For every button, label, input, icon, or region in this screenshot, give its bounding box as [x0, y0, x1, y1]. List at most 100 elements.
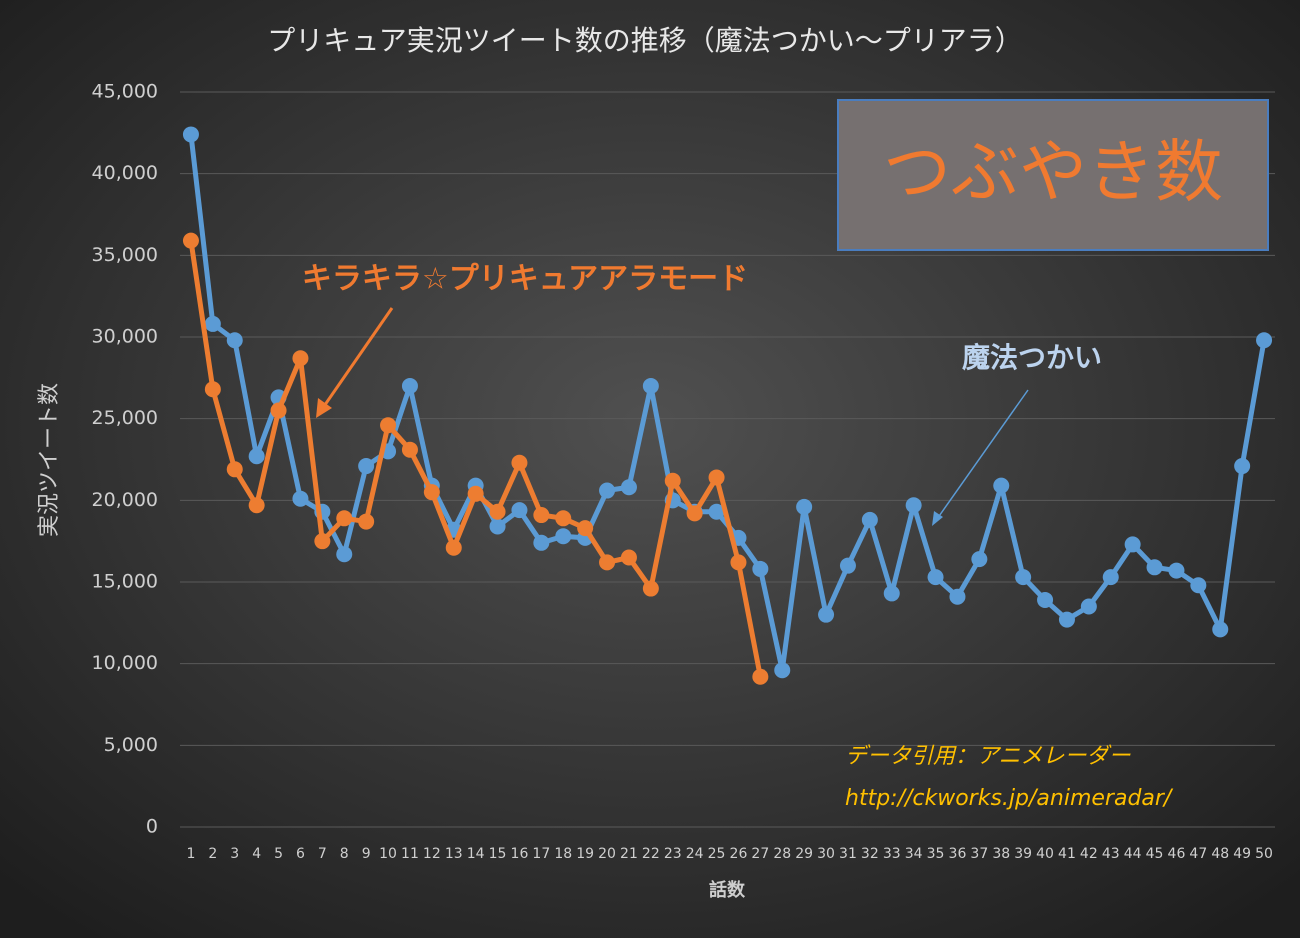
data-point — [248, 497, 265, 514]
data-point — [533, 534, 550, 551]
data-point — [927, 569, 944, 586]
data-point — [489, 518, 506, 535]
x-tick-label: 18 — [554, 846, 572, 862]
data-point — [314, 533, 331, 550]
data-point — [620, 549, 637, 566]
data-point — [1037, 591, 1054, 608]
data-point — [292, 350, 309, 367]
data-point — [226, 332, 243, 349]
data-point — [401, 441, 418, 458]
x-tick-label: 47 — [1189, 846, 1207, 862]
x-tick-label: 4 — [252, 846, 261, 862]
x-tick-label: 36 — [949, 846, 967, 862]
y-tick-label: 10,000 — [92, 652, 158, 674]
data-point — [445, 539, 462, 556]
y-tick-label: 40,000 — [92, 162, 158, 184]
data-point — [270, 402, 287, 419]
data-point — [1256, 332, 1273, 349]
x-tick-label: 23 — [664, 846, 682, 862]
data-point — [730, 554, 747, 571]
x-tick-label: 32 — [861, 846, 879, 862]
x-tick-label: 16 — [511, 846, 529, 862]
x-tick-label: 11 — [401, 846, 419, 862]
data-point — [664, 472, 681, 489]
x-tick-label: 35 — [927, 846, 945, 862]
data-point — [752, 668, 769, 685]
data-point — [511, 454, 528, 471]
data-point — [555, 528, 572, 545]
data-point — [1102, 569, 1119, 586]
data-point — [708, 469, 725, 486]
x-tick-label: 26 — [730, 846, 748, 862]
annotation-arrow — [318, 307, 394, 413]
x-tick-label: 46 — [1168, 846, 1186, 862]
x-tick-label: 2 — [208, 846, 217, 862]
data-point — [883, 585, 900, 602]
x-tick-label: 40 — [1036, 846, 1054, 862]
x-tick-label: 45 — [1146, 846, 1164, 862]
x-tick-label: 21 — [620, 846, 638, 862]
data-point — [380, 417, 397, 434]
x-tick-label: 13 — [445, 846, 463, 862]
x-tick-label: 37 — [970, 846, 988, 862]
data-point — [1234, 458, 1251, 475]
data-point — [336, 546, 353, 563]
x-axis-label: 話数 — [709, 879, 746, 901]
data-point — [642, 378, 659, 394]
data-point — [1190, 577, 1207, 594]
data-point — [949, 588, 966, 605]
x-tick-label: 49 — [1233, 846, 1251, 862]
x-tick-label: 20 — [598, 846, 616, 862]
annotation-arrowhead — [316, 398, 332, 418]
data-point — [204, 381, 221, 398]
x-tick-label: 14 — [467, 846, 485, 862]
x-tick-label: 7 — [318, 846, 327, 862]
source-line: データ引用：アニメレーダー — [845, 744, 1132, 769]
x-tick-label: 44 — [1124, 846, 1142, 862]
x-tick-label: 41 — [1058, 846, 1076, 862]
data-point — [248, 448, 265, 465]
data-point — [226, 461, 243, 478]
x-tick-label: 10 — [379, 846, 397, 862]
data-point — [401, 378, 418, 394]
annotation-arrowhead — [932, 511, 943, 526]
data-point — [752, 560, 769, 577]
data-point — [774, 662, 791, 679]
x-tick-label: 43 — [1102, 846, 1120, 862]
data-point — [839, 557, 856, 574]
x-tick-label: 5 — [274, 846, 283, 862]
data-point — [511, 502, 528, 519]
data-point — [1015, 569, 1032, 586]
x-tick-label: 50 — [1255, 846, 1273, 862]
x-tick-label: 12 — [423, 846, 441, 862]
source-line: http://ckworks.jp/animeradar/ — [845, 786, 1174, 811]
x-tick-label: 3 — [230, 846, 239, 862]
y-tick-label: 15,000 — [92, 571, 158, 593]
box-label: つぶやき数 — [883, 134, 1223, 213]
y-tick-label: 0 — [146, 816, 158, 838]
data-point — [642, 580, 659, 597]
label-box — [837, 99, 1269, 251]
x-tick-label: 1 — [186, 846, 195, 862]
x-tick-label: 17 — [532, 846, 550, 862]
data-point — [993, 477, 1010, 494]
x-tick-label: 39 — [1014, 846, 1032, 862]
x-tick-label: 25 — [708, 846, 726, 862]
y-tick-label: 20,000 — [92, 489, 158, 511]
data-point — [336, 510, 353, 527]
y-axis-label: 実況ツイート数 — [37, 383, 62, 537]
series-annotation: キラキラ☆プリキュアアラモード — [302, 262, 748, 297]
data-point — [358, 458, 375, 475]
data-point — [1058, 611, 1075, 628]
x-tick-label: 28 — [773, 846, 791, 862]
data-point — [861, 511, 878, 528]
data-point — [1212, 621, 1229, 638]
y-tick-label: 45,000 — [92, 81, 158, 103]
data-point — [620, 479, 637, 496]
x-tick-label: 48 — [1211, 846, 1229, 862]
chart-title: プリキュア実況ツイート数の推移（魔法つかい～プリアラ） — [267, 24, 1022, 57]
x-tick-label: 38 — [992, 846, 1010, 862]
annotation-arrow — [936, 389, 1029, 520]
